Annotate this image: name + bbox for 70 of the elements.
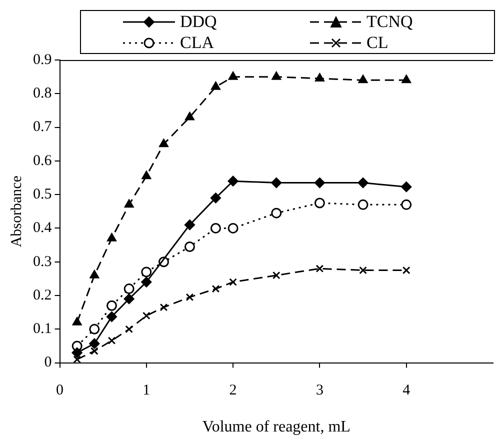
point bbox=[314, 198, 325, 208]
y-tick-label: 0.9 bbox=[33, 52, 52, 68]
point bbox=[211, 82, 220, 90]
point bbox=[124, 294, 134, 304]
point bbox=[141, 266, 152, 278]
point bbox=[315, 73, 324, 82]
x-tick-label: 3 bbox=[316, 382, 324, 399]
point bbox=[184, 220, 195, 230]
y-axis-title: Absorbance bbox=[8, 175, 25, 248]
point bbox=[90, 270, 100, 278]
point bbox=[106, 300, 117, 311]
point bbox=[316, 264, 324, 273]
point bbox=[271, 208, 282, 218]
point bbox=[402, 266, 410, 274]
point bbox=[185, 112, 194, 120]
y-tick-label: 0.8 bbox=[33, 86, 52, 102]
x-tick-label: 0 bbox=[56, 382, 64, 399]
point bbox=[73, 356, 82, 363]
point bbox=[184, 241, 195, 252]
y-tick-label: 0.5 bbox=[33, 186, 52, 203]
point bbox=[142, 312, 150, 320]
y-tick-label: 0.2 bbox=[33, 287, 52, 304]
point bbox=[228, 72, 238, 80]
point bbox=[272, 72, 282, 80]
legend-label: DDQ bbox=[180, 12, 217, 31]
x-tick-label: 4 bbox=[402, 382, 411, 399]
point bbox=[272, 271, 280, 280]
point bbox=[107, 233, 116, 242]
legend-label: TCNQ bbox=[366, 12, 413, 31]
point bbox=[72, 317, 82, 326]
x-tick-label: 2 bbox=[229, 382, 237, 399]
point bbox=[141, 276, 152, 288]
point bbox=[358, 178, 368, 188]
point bbox=[359, 266, 367, 274]
y-tick-label: 0.3 bbox=[33, 254, 52, 270]
point bbox=[228, 176, 238, 186]
point bbox=[314, 178, 325, 188]
point bbox=[160, 303, 168, 312]
legend-label: CL bbox=[366, 33, 388, 52]
point bbox=[89, 324, 100, 334]
point bbox=[72, 347, 82, 358]
point bbox=[401, 199, 412, 210]
point bbox=[106, 311, 117, 322]
point bbox=[124, 199, 134, 208]
point bbox=[90, 347, 98, 355]
point bbox=[186, 293, 194, 302]
point bbox=[159, 138, 168, 148]
x-axis-title: Volume of reagent, mL bbox=[202, 418, 350, 436]
point bbox=[108, 336, 116, 345]
point bbox=[358, 74, 368, 84]
point bbox=[271, 178, 282, 188]
point bbox=[228, 222, 238, 234]
point bbox=[89, 338, 100, 349]
point bbox=[210, 192, 221, 204]
point bbox=[358, 199, 368, 210]
y-tick-label: 0.4 bbox=[33, 220, 52, 236]
point bbox=[402, 74, 411, 84]
y-tick-label: 0.7 bbox=[33, 119, 52, 136]
point bbox=[210, 222, 221, 234]
y-tick-label: 0.1 bbox=[33, 321, 52, 338]
point bbox=[142, 170, 152, 180]
y-tick-label: 0 bbox=[44, 354, 52, 371]
point bbox=[125, 325, 133, 334]
x-tick-label: 1 bbox=[142, 382, 150, 399]
point bbox=[124, 284, 134, 294]
point bbox=[212, 284, 220, 293]
point bbox=[401, 182, 412, 192]
legend-label: CLA bbox=[180, 33, 214, 52]
y-tick-label: 0.6 bbox=[33, 152, 52, 169]
point bbox=[229, 278, 237, 286]
